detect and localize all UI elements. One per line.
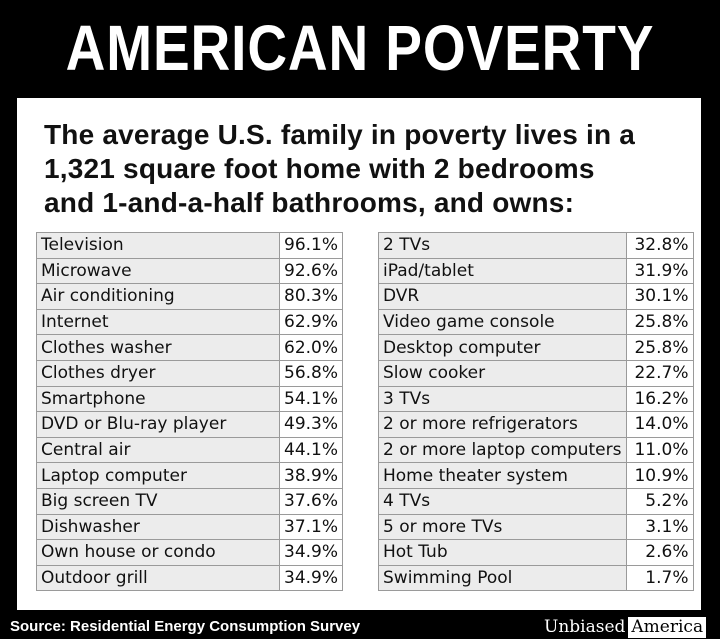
- table-row: 4 TVs 5.2%: [378, 487, 694, 515]
- item-percentage: 3.1%: [625, 513, 694, 541]
- table-row: DVR 30.1%: [378, 283, 694, 310]
- item-name: 4 TVs: [378, 487, 627, 515]
- item-percentage: 80.3%: [278, 283, 344, 310]
- item-percentage: 2.6%: [625, 539, 694, 566]
- item-percentage: 1.7%: [625, 564, 694, 592]
- table-row: Clothes dryer 56.8%: [36, 359, 344, 387]
- table-row: Outdoor grill 34.9%: [36, 564, 344, 592]
- source-note: Source: Residential Energy Consumption S…: [10, 618, 361, 635]
- table-row: Microwave 92.6%: [36, 257, 344, 285]
- item-name: Internet: [36, 308, 280, 336]
- table-row: Internet 62.9%: [36, 308, 344, 336]
- logo-part-1: Unbiased: [544, 617, 626, 637]
- item-percentage: 34.9%: [278, 564, 344, 592]
- table-row: 2 or more laptop computers 11.0%: [378, 436, 694, 464]
- item-name: Smartphone: [36, 385, 280, 413]
- table-row: 5 or more TVs 3.1%: [378, 513, 694, 541]
- item-name: Clothes dryer: [36, 359, 280, 387]
- item-name: Clothes washer: [36, 334, 280, 361]
- table-row: Smartphone 54.1%: [36, 385, 344, 413]
- item-percentage: 92.6%: [278, 257, 344, 285]
- item-name: Microwave: [36, 257, 280, 285]
- table-row: Swimming Pool 1.7%: [378, 564, 694, 592]
- item-percentage: 10.9%: [625, 462, 694, 489]
- table-row: 2 or more refrigerators 14.0%: [378, 411, 694, 438]
- table-row: Video game console 25.8%: [378, 308, 694, 336]
- item-name: Dishwasher: [36, 513, 280, 541]
- item-name: 2 or more refrigerators: [378, 411, 627, 438]
- table-row: iPad/tablet 31.9%: [378, 257, 694, 285]
- table-row: Laptop computer 38.9%: [36, 462, 344, 489]
- item-name: Home theater system: [378, 462, 627, 489]
- item-percentage: 44.1%: [278, 436, 344, 464]
- table-row: Hot Tub 2.6%: [378, 539, 694, 566]
- table-row: Own house or condo 34.9%: [36, 539, 344, 566]
- item-name: Air conditioning: [36, 283, 280, 310]
- page-title: AMERICAN POVERTY: [65, 12, 655, 84]
- table-row: 3 TVs 16.2%: [378, 385, 694, 413]
- item-percentage: 62.9%: [278, 308, 344, 336]
- table-row: Dishwasher 37.1%: [36, 513, 344, 541]
- item-name: Desktop computer: [378, 334, 627, 361]
- item-percentage: 32.8%: [625, 232, 694, 259]
- item-name: Hot Tub: [378, 539, 627, 566]
- item-percentage: 5.2%: [625, 487, 694, 515]
- item-percentage: 34.9%: [278, 539, 344, 566]
- table-row: DVD or Blu-ray player 49.3%: [36, 411, 344, 438]
- item-percentage: 37.6%: [278, 487, 344, 515]
- item-name: DVD or Blu-ray player: [36, 411, 280, 438]
- item-percentage: 11.0%: [625, 436, 694, 464]
- item-name: DVR: [378, 283, 627, 310]
- item-name: Swimming Pool: [378, 564, 627, 592]
- item-name: 3 TVs: [378, 385, 627, 413]
- item-percentage: 16.2%: [625, 385, 694, 413]
- item-percentage: 25.8%: [625, 308, 694, 336]
- item-name: Video game console: [378, 308, 627, 336]
- item-name: Television: [36, 232, 280, 259]
- item-name: 2 or more laptop computers: [378, 436, 627, 464]
- item-name: Outdoor grill: [36, 564, 280, 592]
- table-row: Air conditioning 80.3%: [36, 283, 344, 310]
- item-name: Own house or condo: [36, 539, 280, 566]
- item-percentage: 31.9%: [625, 257, 694, 285]
- subtitle-line-3: and 1-and-a-half bathrooms, and owns:: [44, 187, 575, 218]
- item-percentage: 62.0%: [278, 334, 344, 361]
- logo-part-2: America: [628, 617, 707, 638]
- item-name: Slow cooker: [378, 359, 627, 387]
- subtitle: The average U.S. family in poverty lives…: [44, 118, 635, 220]
- item-percentage: 25.8%: [625, 334, 694, 361]
- subtitle-line-2: 1,321 square foot home with 2 bedrooms: [44, 153, 595, 184]
- item-name: Big screen TV: [36, 487, 280, 515]
- item-percentage: 22.7%: [625, 359, 694, 387]
- table-row: Central air 44.1%: [36, 436, 344, 464]
- item-name: 2 TVs: [378, 232, 627, 259]
- item-percentage: 38.9%: [278, 462, 344, 489]
- item-percentage: 54.1%: [278, 385, 344, 413]
- table-row: Big screen TV 37.6%: [36, 487, 344, 515]
- table-row: Slow cooker 22.7%: [378, 359, 694, 387]
- right-ownership-table: 2 TVs 32.8% iPad/tablet 31.9% DVR 30.1% Video …: [378, 232, 694, 592]
- item-name: Laptop computer: [36, 462, 280, 489]
- table-row: Television 96.1%: [36, 232, 344, 259]
- subtitle-line-1: The average U.S. family in poverty lives…: [44, 119, 636, 150]
- item-percentage: 49.3%: [278, 411, 344, 438]
- item-name: iPad/tablet: [378, 257, 627, 285]
- item-name: Central air: [36, 436, 280, 464]
- table-row: Home theater system 10.9%: [378, 462, 694, 489]
- item-percentage: 96.1%: [278, 232, 344, 259]
- table-row: 2 TVs 32.8%: [378, 232, 694, 259]
- item-percentage: 56.8%: [278, 359, 344, 387]
- left-ownership-table: Television 96.1% Microwave 92.6% Air conditi…: [36, 232, 344, 592]
- table-row: Clothes washer 62.0%: [36, 334, 344, 361]
- item-percentage: 30.1%: [625, 283, 694, 310]
- table-row: Desktop computer 25.8%: [378, 334, 694, 361]
- unbiased-america-logo: Unbiased America: [541, 617, 707, 638]
- item-name: 5 or more TVs: [378, 513, 627, 541]
- item-percentage: 14.0%: [625, 411, 694, 438]
- item-percentage: 37.1%: [278, 513, 344, 541]
